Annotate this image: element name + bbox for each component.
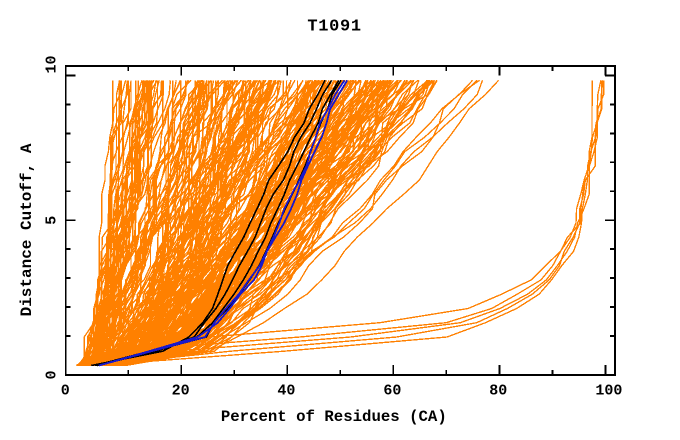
svg-text:10: 10: [43, 55, 60, 73]
svg-text:Distance Cutoff, A: Distance Cutoff, A: [18, 143, 36, 316]
svg-text:5: 5: [43, 216, 60, 225]
svg-text:80: 80: [489, 383, 507, 400]
svg-text:0: 0: [61, 383, 70, 400]
svg-text:40: 40: [277, 383, 295, 400]
svg-text:T1091: T1091: [307, 18, 362, 37]
svg-text:0: 0: [43, 370, 60, 379]
svg-text:Percent of Residues (CA): Percent of Residues (CA): [221, 408, 447, 426]
svg-text:60: 60: [383, 383, 401, 400]
svg-text:100: 100: [595, 383, 622, 400]
svg-text:20: 20: [172, 383, 190, 400]
